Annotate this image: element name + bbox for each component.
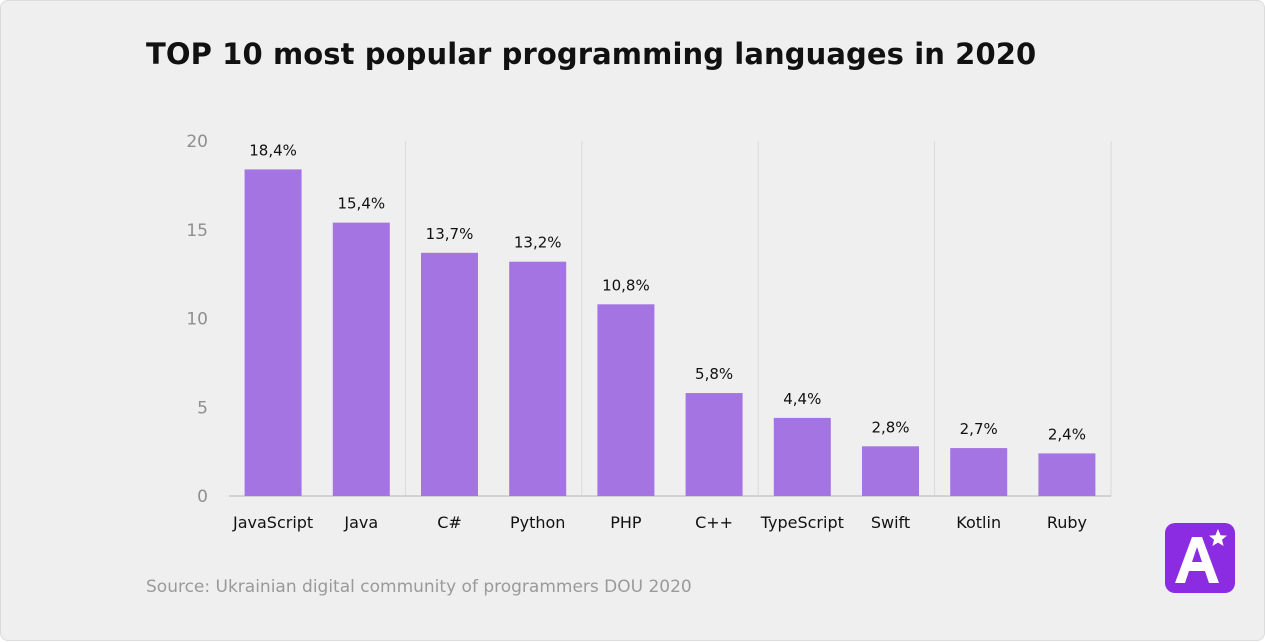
x-tick-label: C++ <box>695 513 733 532</box>
bar <box>597 304 655 496</box>
data-label: 18,4% <box>249 141 297 159</box>
source-note: Source: Ukrainian digital community of p… <box>146 577 692 597</box>
bar <box>421 252 478 496</box>
bar <box>950 448 1008 496</box>
data-label: 5,8% <box>695 365 733 383</box>
x-tick-label: Java <box>343 513 378 532</box>
y-tick-label: 0 <box>197 487 208 507</box>
data-label: 15,4% <box>337 195 385 213</box>
data-label: 4,4% <box>783 390 821 408</box>
x-tick-label: JavaScript <box>232 513 313 532</box>
x-tick-label: Kotlin <box>956 513 1001 532</box>
x-tick-label: TypeScript <box>760 513 844 532</box>
data-label: 13,7% <box>426 225 474 243</box>
data-label: 10,8% <box>602 276 650 294</box>
y-tick-label: 5 <box>197 398 208 418</box>
x-tick-label: Swift <box>871 513 910 532</box>
data-label: 2,7% <box>960 420 998 438</box>
y-tick-label: 20 <box>186 132 208 152</box>
A-star-logo <box>1165 523 1235 593</box>
x-tick-label: Ruby <box>1047 513 1087 532</box>
bar <box>862 446 919 496</box>
bar <box>685 393 743 496</box>
y-tick-label: 10 <box>186 310 208 330</box>
bar <box>773 417 831 496</box>
x-tick-label: PHP <box>610 513 642 532</box>
bar <box>332 222 390 496</box>
x-tick-label: Python <box>510 513 565 532</box>
bar <box>1038 453 1096 496</box>
bar <box>509 261 567 496</box>
y-tick-label: 15 <box>186 221 208 241</box>
data-label: 2,8% <box>871 418 909 436</box>
data-label: 2,4% <box>1048 425 1086 443</box>
bar <box>244 169 302 496</box>
data-label: 13,2% <box>514 234 562 252</box>
chart-title: TOP 10 most popular programming language… <box>146 37 1037 71</box>
x-tick-label: C# <box>437 513 462 532</box>
